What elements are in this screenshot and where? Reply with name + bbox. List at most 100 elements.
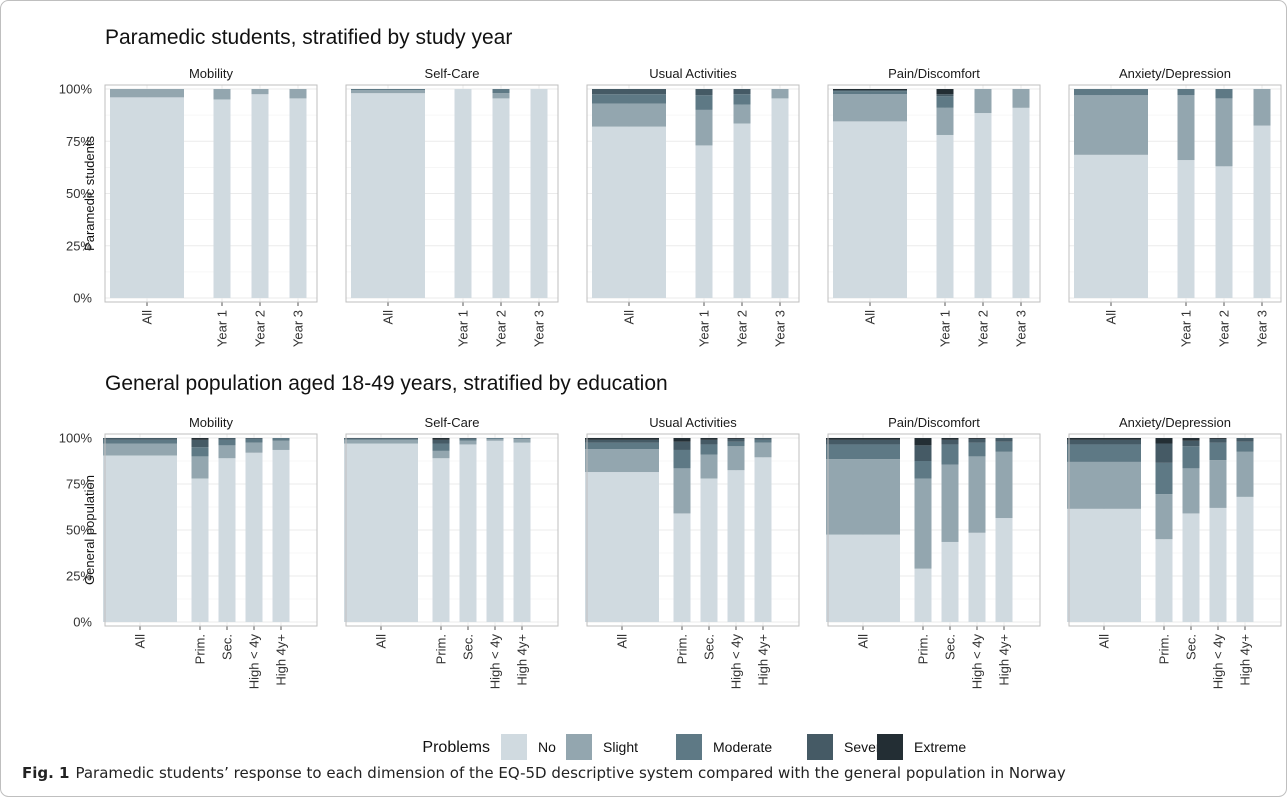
panel-border	[827, 433, 1041, 627]
x-tick-label: High < 4y	[1211, 634, 1226, 690]
bar-segment-severe	[727, 438, 745, 442]
bar-segment-moderate	[103, 439, 177, 444]
panel-pain-discomfort: Pain/Discomfort All Year 1 Year 2 Year 3	[827, 66, 1041, 347]
bar-segment-no	[486, 440, 504, 622]
panel-border	[1068, 433, 1282, 627]
x-tick-label: Prim.	[916, 634, 931, 664]
bar-segment-moderate	[1182, 446, 1200, 469]
panel-anxiety-depression: Anxiety/Depression All Year 1 Year 2 Year 3	[1068, 66, 1282, 347]
x-tick-label: High 4y+	[997, 634, 1012, 686]
x-tick-label: Prim.	[1157, 634, 1172, 664]
panel-strip-label: Usual Activities	[649, 415, 737, 430]
bar-Prim.	[432, 438, 450, 622]
bar-All	[826, 438, 900, 622]
bar-segment-moderate	[245, 438, 263, 443]
y-axis-label: General population	[82, 475, 97, 585]
bar-segment-moderate	[1177, 89, 1195, 96]
bar-Year 3	[289, 89, 307, 298]
bar-segment-no	[833, 121, 907, 299]
x-tick-label: All	[615, 634, 630, 649]
y-tick-label: 25%	[66, 569, 92, 584]
bar-segment-severe	[585, 439, 659, 443]
x-tick-label: Year 3	[1014, 310, 1029, 347]
bar-segment-moderate	[1155, 462, 1173, 495]
bar-segment-moderate	[585, 442, 659, 450]
x-tick-label: All	[374, 634, 389, 649]
bar-segment-moderate	[492, 89, 510, 94]
panel-border	[104, 84, 318, 303]
bar-segment-severe	[459, 438, 477, 439]
bar-segment-no	[914, 568, 932, 622]
bar-segment-severe	[432, 439, 450, 444]
x-tick-label: Year 1	[215, 310, 230, 347]
x-tick-label: All	[140, 310, 155, 325]
bar-High < 4y	[968, 438, 986, 622]
bar-segment-slight	[754, 442, 772, 458]
bar-segment-moderate	[351, 89, 425, 91]
bar-segment-no	[459, 444, 477, 622]
bar-segment-no	[1182, 513, 1200, 622]
figure-caption: Fig. 1 Paramedic students’ response to ea…	[22, 764, 1066, 782]
x-tick-label: Year 2	[735, 310, 750, 347]
bar-Prim.	[914, 438, 932, 622]
y-axis-label: Paramedic students	[82, 136, 97, 251]
bar-segment-moderate	[941, 444, 959, 465]
x-tick-label: Sec.	[1184, 634, 1199, 660]
bar-High 4y+	[754, 438, 772, 622]
bar-segment-no	[585, 472, 659, 622]
bar-segment-slight	[1155, 494, 1173, 540]
bar-All	[351, 89, 425, 299]
bar-segment-no	[673, 513, 691, 622]
bar-segment-no	[1067, 508, 1141, 622]
bar-All	[344, 438, 418, 622]
bar-segment-moderate	[673, 449, 691, 469]
y-tick-label: 50%	[66, 186, 92, 201]
bar-segment-no	[1012, 107, 1030, 298]
bar-segment-slight	[492, 93, 510, 99]
bar-segment-moderate	[936, 96, 954, 108]
bar-All	[585, 438, 659, 622]
section-title: General population aged 18-49 years, str…	[105, 372, 668, 395]
x-tick-label: All	[133, 634, 148, 649]
bar-High 4y+	[513, 438, 531, 622]
bar-High < 4y	[727, 438, 745, 622]
bar-segment-no	[1236, 496, 1254, 622]
bar-segment-no	[974, 113, 992, 298]
x-tick-label: Year 1	[697, 310, 712, 347]
bar-High 4y+	[272, 438, 290, 622]
panel-anxiety-depression: Anxiety/Depression All Prim. Sec. High < 4y H…	[1067, 415, 1282, 690]
bar-segment-slight	[103, 443, 177, 456]
bar-Sec.	[700, 438, 718, 622]
bar-segment-slight	[700, 454, 718, 479]
bar-segment-no	[530, 89, 548, 298]
x-tick-label: Prim.	[675, 634, 690, 664]
bar-High < 4y	[1209, 438, 1227, 622]
panel-pain-discomfort: Pain/Discomfort All Prim. Sec. High < 4y High…	[826, 415, 1041, 689]
legend-label-extreme: Extreme	[914, 739, 966, 755]
panel-strip-label: Usual Activities	[649, 66, 737, 81]
bar-segment-extreme	[968, 438, 986, 439]
bar-segment-extreme	[585, 438, 659, 440]
bar-segment-slight	[941, 464, 959, 542]
x-tick-label: Year 2	[494, 310, 509, 347]
bar-segment-moderate	[826, 444, 900, 460]
bar-segment-no	[1215, 166, 1233, 298]
bar-segment-no	[995, 518, 1013, 622]
bar-High 4y+	[1236, 438, 1254, 622]
bar-segment-no	[826, 534, 900, 622]
bar-segment-extreme	[1209, 438, 1227, 439]
bar-Year 2	[733, 89, 751, 298]
bar-All	[592, 89, 666, 299]
bar-segment-severe	[1155, 443, 1173, 463]
bar-segment-moderate	[695, 95, 713, 110]
panel-usual-activities: Usual Activities All Prim. Sec. High < 4y Hig…	[585, 415, 800, 689]
bar-segment-slight	[1215, 98, 1233, 167]
bar-segment-slight	[486, 438, 504, 441]
bar-Year 2	[1215, 89, 1233, 298]
bar-segment-moderate	[700, 444, 718, 455]
bar-segment-no	[213, 99, 231, 298]
bar-Prim.	[1155, 438, 1173, 622]
y-tick-label: 0%	[73, 291, 92, 306]
bar-segment-moderate	[592, 94, 666, 104]
x-tick-label: All	[856, 634, 871, 649]
